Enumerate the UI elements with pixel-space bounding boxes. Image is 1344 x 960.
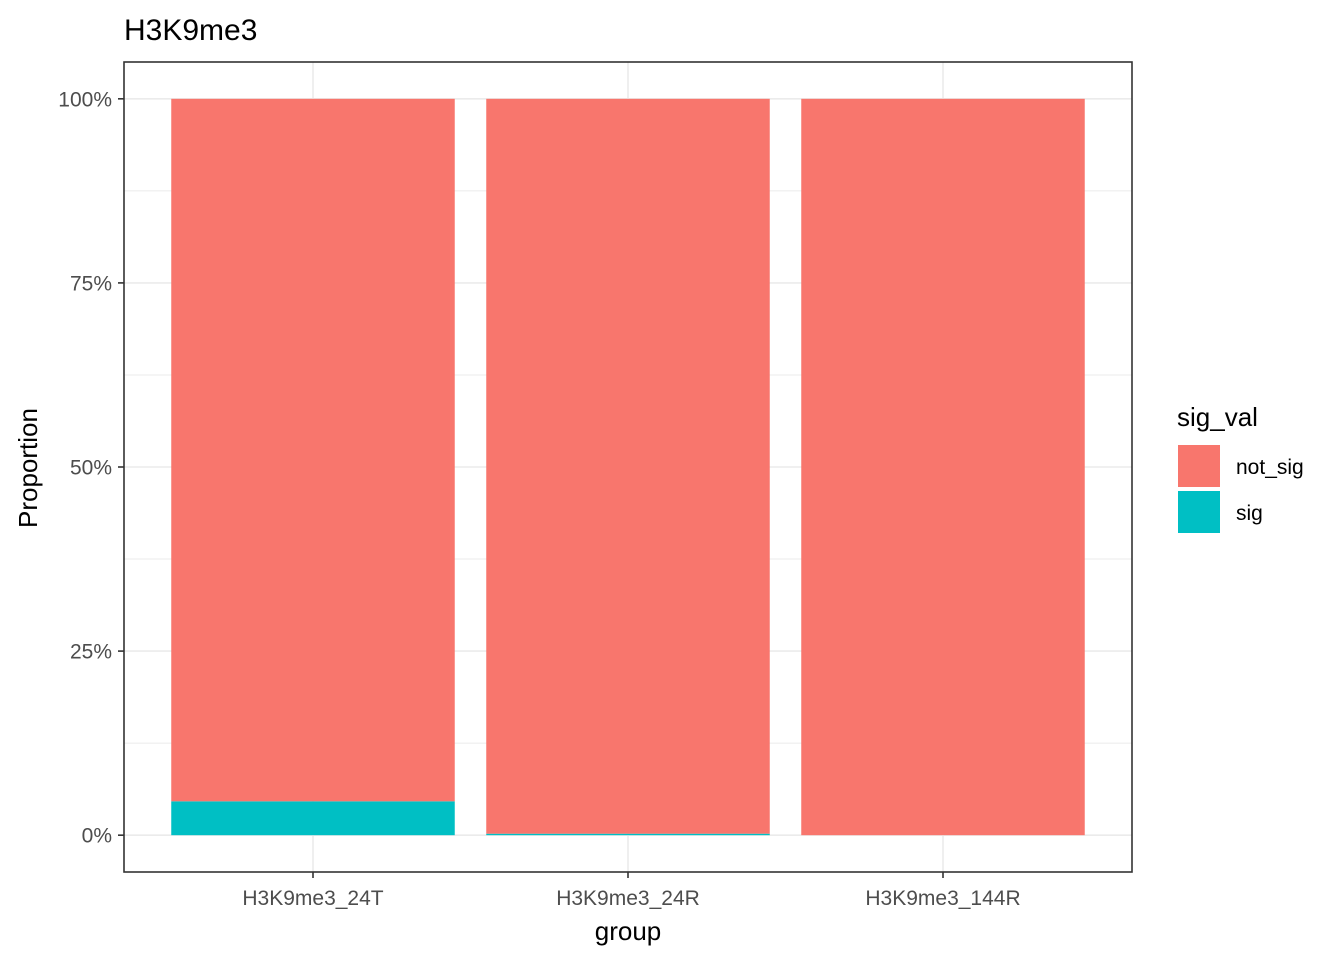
bar-sig-H3K9me3_24T <box>171 801 455 836</box>
x-tick-label: H3K9me3_144R <box>865 887 1020 910</box>
x-tick-label: H3K9me3_24T <box>242 887 383 910</box>
bar-not_sig-H3K9me3_24T <box>171 98 455 802</box>
y-tick-label: 25% <box>70 641 112 664</box>
x-tick-label: H3K9me3_24R <box>556 887 700 910</box>
y-tick-label: 75% <box>70 272 112 295</box>
legend-label-sig: sig <box>1236 502 1263 525</box>
y-tick-label: 0% <box>82 825 112 848</box>
y-tick-label: 50% <box>70 457 112 480</box>
chart-title: H3K9me3 <box>124 14 257 47</box>
legend-key-not_sig <box>1178 445 1220 487</box>
bar-not_sig-H3K9me3_24R <box>486 98 770 834</box>
bar-sig-H3K9me3_24R <box>486 833 770 836</box>
y-tick-label: 100% <box>58 88 112 111</box>
legend-label-not_sig: not_sig <box>1236 456 1304 479</box>
legend-title: sig_val <box>1177 402 1258 432</box>
y-axis-title: Proportion <box>13 408 43 528</box>
bar-not_sig-H3K9me3_144R <box>801 98 1085 836</box>
plot-area: 0% 25% 50% 75% 100% H3K9me3_24T H3K9me3_24R H3K… <box>58 61 1133 910</box>
x-axis-title: group <box>595 916 662 946</box>
legend-key-sig <box>1178 491 1220 533</box>
